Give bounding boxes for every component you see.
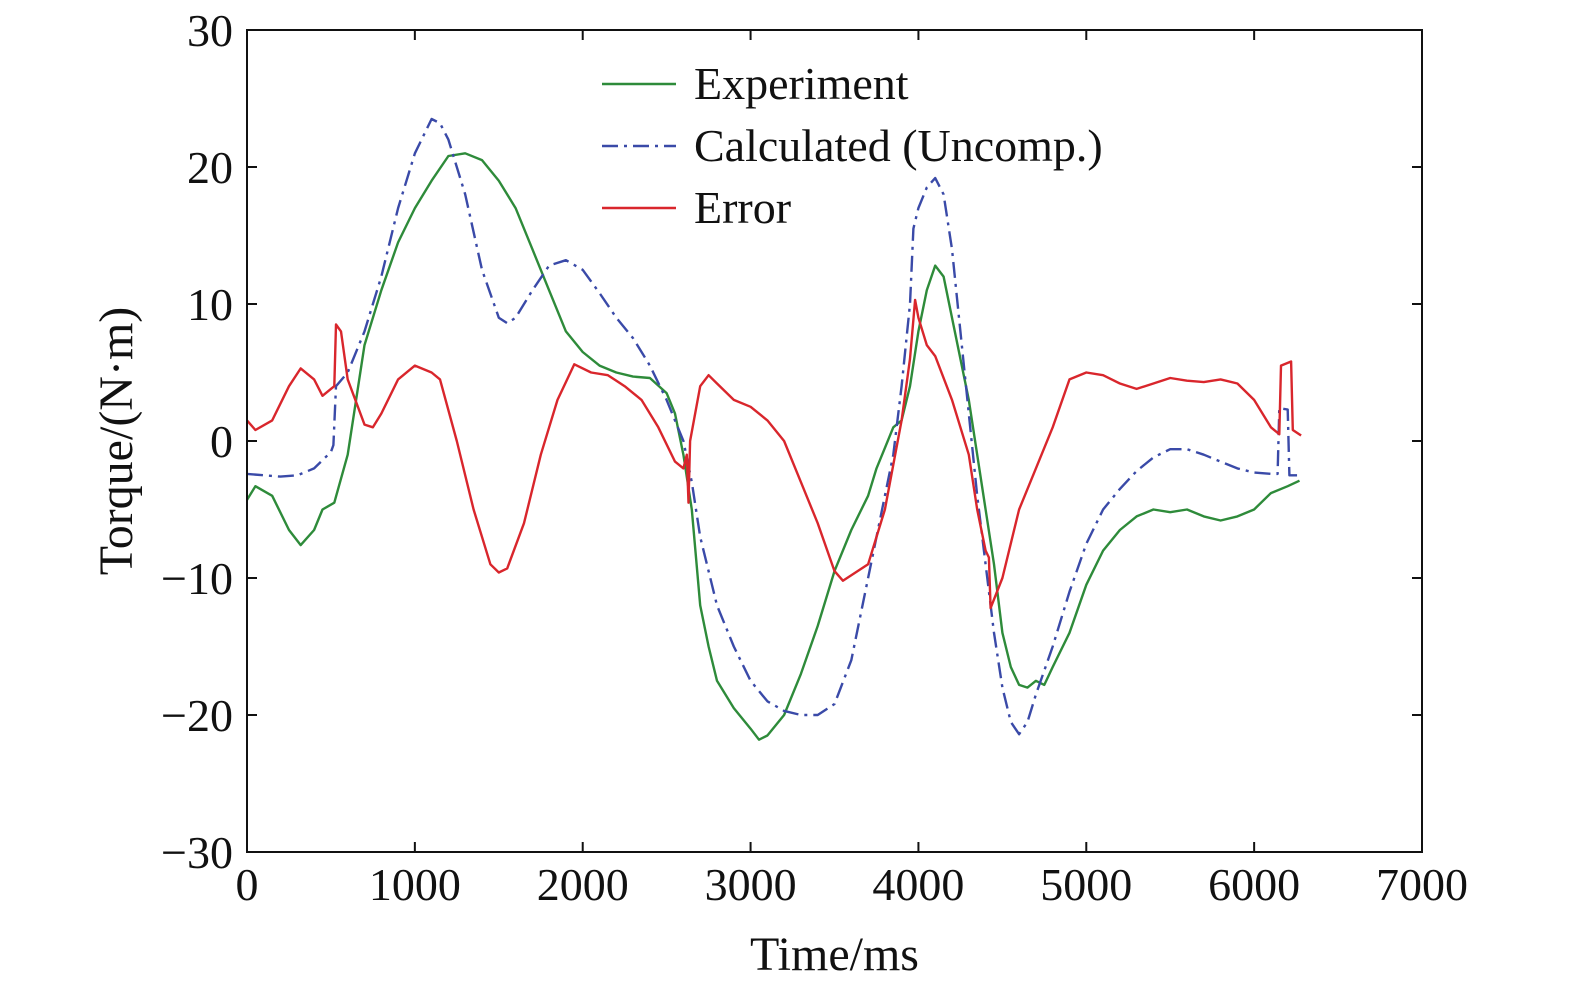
series-line-3 <box>246 298 1302 610</box>
x-tick-label: 6000 <box>1208 859 1300 910</box>
y-tick-label: −10 <box>161 553 233 604</box>
plot-frame <box>246 29 1423 853</box>
series-lines <box>245 117 1302 741</box>
series-line-1 <box>245 152 1301 741</box>
x-tick-label: 7000 <box>1376 859 1468 910</box>
y-tick-label: 0 <box>210 416 233 467</box>
y-axis-label: Torque/(N·m) <box>90 307 143 576</box>
series-line-2 <box>246 117 1298 736</box>
x-tick-label: 4000 <box>872 859 964 910</box>
legend: Experiment Calculated (Uncomp.) Error <box>602 58 1103 233</box>
y-tick-label: 20 <box>187 142 233 193</box>
y-tick-label: −30 <box>161 827 233 878</box>
y-tick-label: 10 <box>187 279 233 330</box>
legend-label: Calculated (Uncomp.) <box>694 120 1103 171</box>
legend-label: Experiment <box>694 58 909 109</box>
x-tick-label: 3000 <box>705 859 797 910</box>
y-tick-label: −20 <box>161 690 233 741</box>
x-tick-label: 1000 <box>369 859 461 910</box>
legend-label: Error <box>694 182 791 233</box>
x-tick-label: 5000 <box>1040 859 1132 910</box>
tick-labels: 0 1000 2000 3000 4000 5000 6000 7000 30 20 10 0 −10 −… <box>161 5 1468 910</box>
x-tick-label: 0 <box>236 859 259 910</box>
x-axis-label: Time/ms <box>750 928 919 981</box>
y-tick-label: 30 <box>187 5 233 56</box>
x-tick-label: 2000 <box>537 859 629 910</box>
